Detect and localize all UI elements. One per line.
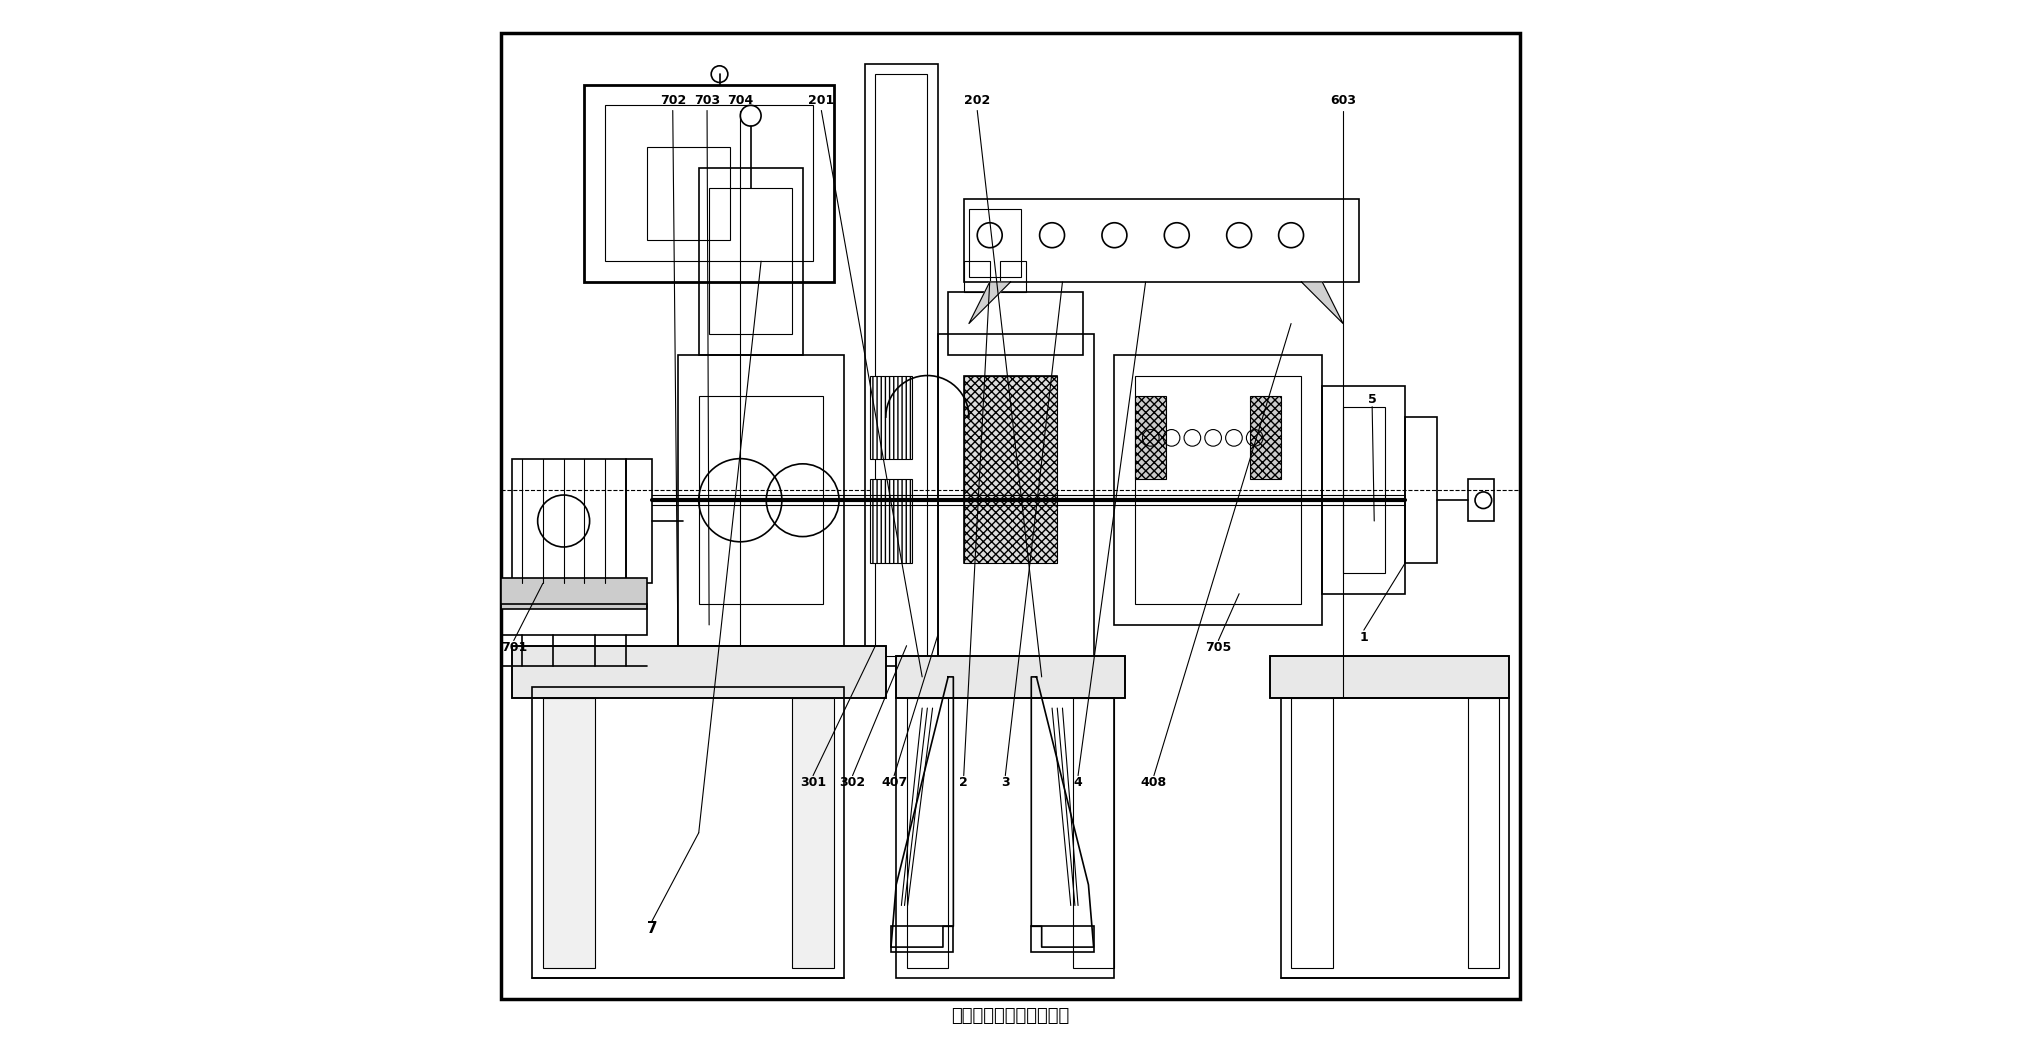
Bar	[1073, 698, 1114, 968]
Text: 702: 702	[659, 94, 685, 106]
Bar	[1344, 406, 1384, 573]
Text: 302: 302	[839, 776, 865, 790]
Bar	[1405, 417, 1437, 563]
Bar	[627, 458, 653, 584]
Bar	[1291, 698, 1332, 968]
Bar	[709, 189, 792, 333]
Bar	[1000, 262, 1027, 293]
Bar	[1281, 698, 1510, 978]
Bar	[501, 578, 647, 610]
Bar	[1114, 354, 1322, 625]
Text: 2: 2	[960, 776, 968, 790]
Bar	[964, 262, 990, 293]
Polygon shape	[891, 677, 954, 947]
Bar	[1467, 698, 1500, 968]
Text: 7: 7	[647, 921, 657, 936]
Bar	[871, 375, 911, 458]
Polygon shape	[1302, 282, 1344, 324]
Text: 201: 201	[808, 94, 835, 106]
Text: 301: 301	[800, 776, 827, 790]
Bar	[792, 698, 835, 968]
Text: 703: 703	[693, 94, 719, 106]
Bar	[964, 375, 1057, 563]
Text: 701: 701	[501, 641, 527, 654]
Text: 407: 407	[881, 776, 907, 790]
Bar	[532, 688, 845, 978]
Text: 5: 5	[1368, 393, 1376, 406]
Bar	[584, 84, 835, 282]
Text: 1: 1	[1360, 630, 1368, 644]
Text: 408: 408	[1140, 776, 1166, 790]
Bar	[511, 458, 627, 584]
Bar	[677, 354, 845, 646]
Bar	[875, 74, 928, 656]
Bar	[968, 209, 1021, 277]
Bar	[895, 656, 1126, 698]
Text: 704: 704	[728, 94, 754, 106]
Bar	[1271, 656, 1510, 698]
Bar	[544, 698, 594, 968]
Bar	[1467, 479, 1494, 521]
Bar	[699, 396, 823, 604]
Bar	[1031, 926, 1093, 952]
Bar	[895, 698, 1114, 978]
Polygon shape	[1031, 677, 1093, 947]
Bar	[511, 646, 885, 698]
Text: 705: 705	[1205, 641, 1231, 654]
Bar	[647, 147, 730, 241]
Bar	[699, 168, 802, 354]
Bar	[895, 656, 1126, 698]
Bar	[948, 293, 1083, 354]
Polygon shape	[968, 282, 1010, 324]
Bar	[1136, 396, 1166, 479]
Bar	[907, 698, 948, 968]
Bar	[1271, 656, 1510, 698]
Bar	[871, 479, 911, 563]
Bar	[964, 199, 1358, 282]
Bar	[1136, 375, 1302, 604]
Bar	[865, 64, 938, 667]
Bar	[604, 105, 812, 262]
Text: 3: 3	[1000, 776, 1010, 790]
Bar	[501, 604, 647, 636]
Bar	[1322, 386, 1405, 594]
Bar	[1249, 396, 1281, 479]
Bar	[511, 646, 885, 698]
Bar	[964, 375, 1057, 563]
Text: 202: 202	[964, 94, 990, 106]
Bar	[938, 333, 1093, 667]
Text: 603: 603	[1330, 94, 1356, 106]
Text: 4: 4	[1073, 776, 1083, 790]
Text: 造纸化学品与离心机装置: 造纸化学品与离心机装置	[952, 1007, 1069, 1025]
Bar	[891, 926, 954, 952]
